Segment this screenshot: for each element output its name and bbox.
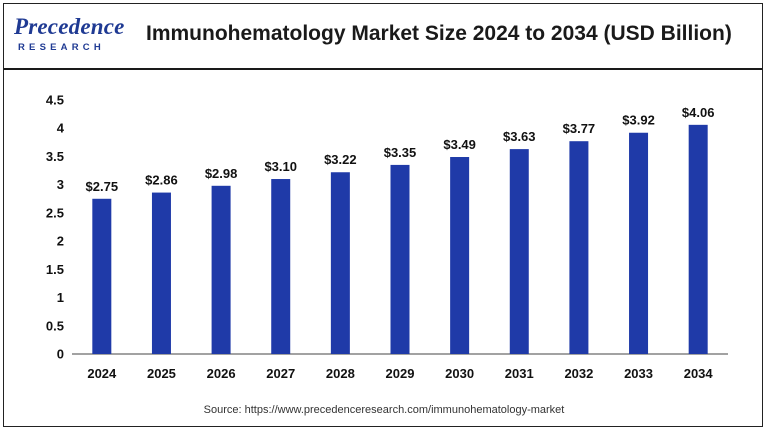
y-axis: 0 0.5 1 1.5 2 2.5 3 3.5 4 4.5 [46,93,65,362]
x-tick-label: 2032 [564,366,593,381]
x-tick-label: 2034 [684,366,714,381]
data-label: $3.92 [622,113,655,128]
y-tick-label: 3 [57,177,64,192]
bar [629,132,649,354]
x-tick-label: 2029 [386,366,415,381]
x-tick-label: 2033 [624,366,653,381]
source-note: Source: https://www.precedenceresearch.c… [203,404,565,416]
y-tick-label: 3.5 [46,149,64,164]
data-label: $2.98 [205,166,238,181]
brand-logo: Precedence RESEARCH [14,12,134,60]
y-tick-label: 0.5 [46,318,64,333]
y-tick-label: 4 [57,121,65,136]
data-label: $3.49 [443,137,476,152]
data-label: $3.63 [503,129,536,144]
bar [271,179,291,354]
bar [450,157,470,354]
bar [92,198,112,354]
y-tick-label: 2.5 [46,205,64,220]
y-tick-label: 0 [57,347,64,362]
bar [509,149,529,354]
data-label: $3.22 [324,152,357,167]
bar [688,124,708,354]
bar [569,141,589,354]
y-tick-label: 1.5 [46,262,64,277]
bar-series [92,124,708,354]
data-label: $4.06 [682,105,715,120]
logo-tagline: RESEARCH [18,42,105,53]
x-tick-label: 2027 [266,366,295,381]
x-tick-label: 2025 [147,366,176,381]
x-tick-label: 2024 [87,366,117,381]
bar [390,164,410,354]
bar [211,185,231,354]
y-tick-label: 4.5 [46,93,64,108]
y-tick-label: 2 [57,234,64,249]
x-tick-label: 2028 [326,366,355,381]
data-label: $3.10 [264,159,297,174]
data-label: $3.77 [563,121,596,136]
bar [330,172,350,354]
data-label: $3.35 [384,145,417,160]
x-tick-label: 2030 [445,366,474,381]
logo-wordmark: Precedence [14,14,125,39]
chart-title: Immunohematology Market Size 2024 to 203… [146,22,732,45]
x-tick-label: 2026 [207,366,236,381]
x-tick-label: 2031 [505,366,534,381]
data-labels: $2.75 $2.86 $2.98 $3.10 $3.22 $3.35 $3.49 $3.63… [86,105,715,194]
bar [151,192,171,354]
y-tick-label: 1 [57,290,64,305]
x-axis: 2024 2025 2026 2027 2028 2029 2030 2031 2032 2033… [72,353,728,381]
header: Precedence RESEARCH Immunohematology Mar… [4,4,762,70]
data-label: $2.75 [86,179,119,194]
data-label: $2.86 [145,173,178,188]
